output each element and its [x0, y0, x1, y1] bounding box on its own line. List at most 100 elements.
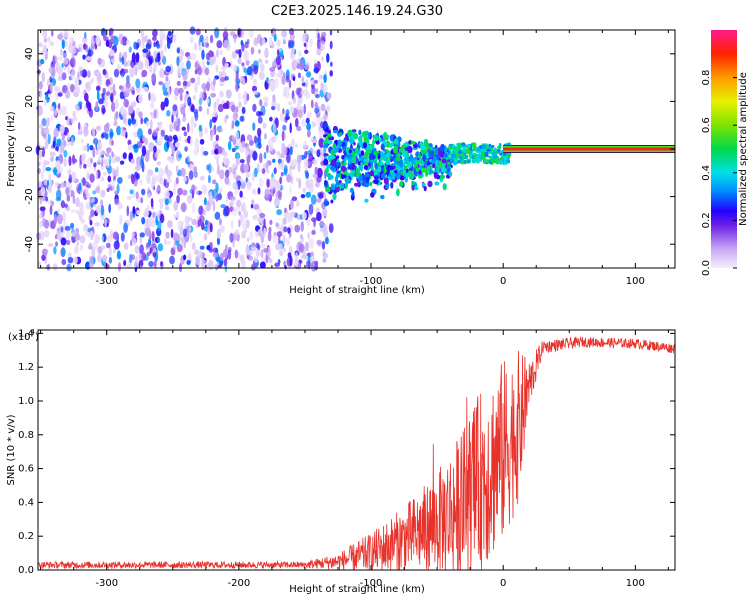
spectrogram-cell [158, 168, 165, 177]
spectrogram-cell [146, 120, 149, 128]
spectrogram-cell [66, 131, 70, 141]
spectrogram-cell [77, 43, 84, 53]
spectrogram-cell [156, 174, 162, 183]
spectrogram-cell [291, 211, 296, 218]
spectrogram-cell [148, 92, 151, 101]
spectrogram-cell [316, 211, 322, 222]
spectrogram-cell [225, 195, 229, 204]
spectrogram-cell [85, 56, 92, 61]
spectrogram-cell [100, 177, 105, 182]
spectrogram-cell [259, 261, 266, 269]
spectrogram-cell [454, 148, 458, 153]
spectrogram-cell [166, 240, 172, 245]
spectrogram-cell [188, 170, 194, 180]
spectrogram-cell [302, 255, 309, 260]
spectrogram-cell [263, 248, 269, 253]
spectrogram-cell [314, 101, 319, 111]
spectrogram-cell [203, 86, 207, 94]
spectrogram-cell [324, 179, 327, 186]
spectrogram-cell [228, 166, 233, 173]
spectrogram-cell [286, 236, 290, 246]
spectrogram-cell [220, 71, 227, 79]
spectrogram-cell [213, 77, 216, 87]
spectrogram-cell [239, 254, 245, 263]
spectrogram-cell [305, 191, 312, 198]
spectrogram-cell [111, 167, 116, 173]
spectrogram-cell [246, 93, 250, 102]
spectrogram-cell [150, 92, 156, 104]
spectrogram-cell [41, 254, 46, 261]
spectrogram-cell [256, 163, 260, 174]
spectrogram-cell [231, 209, 238, 217]
spectrogram-cell [74, 233, 81, 241]
spectrogram-cell [238, 211, 241, 216]
spectrogram-cell [253, 90, 259, 95]
spectrogram-cell [253, 64, 259, 75]
spectrogram-cell [81, 154, 86, 165]
spectrogram-cell [295, 200, 300, 208]
spectrogram-cell [311, 138, 318, 143]
spectrogram-cell [280, 172, 284, 177]
spectrogram-cell [268, 178, 275, 190]
spectrogram-cell [293, 58, 298, 68]
spectrogram-cell [243, 210, 249, 219]
spectrogram-cell [50, 114, 54, 123]
spectrogram-cell [91, 35, 95, 47]
spectrogram-cell [48, 243, 54, 248]
spectrogram-cell [173, 34, 177, 43]
spectrogram-cell [267, 231, 272, 242]
spectrogram-cell [182, 70, 188, 81]
spectrogram-cell [448, 143, 454, 147]
spectrogram-cell [117, 202, 123, 210]
spectrogram-cell [128, 46, 132, 53]
x-tick-label: -200 [228, 578, 251, 589]
spectrogram-cell [134, 245, 140, 254]
spectrogram-cell [146, 192, 151, 199]
spectrogram-cell [249, 230, 254, 241]
spectrogram-cell [472, 160, 477, 163]
spectrogram-cell [142, 36, 147, 42]
spectrogram-cell [434, 181, 440, 186]
colorbar: 0.0 0.2 0.4 0.6 0.8 Normalized spectral ampl… [701, 30, 749, 276]
spectrogram-cell [380, 151, 385, 158]
spectrogram-cell [302, 187, 307, 194]
spectrogram-cell [159, 68, 165, 79]
spectrogram-cell [319, 227, 326, 233]
spectrogram-cell [282, 217, 287, 225]
spectrogram-cell [179, 93, 183, 102]
spectrogram-cell [103, 171, 107, 176]
spectrogram-cell [164, 198, 169, 206]
spectrogram-cell [39, 206, 46, 212]
spectrogram-cell [311, 230, 316, 235]
spectrogram-cell [363, 158, 369, 163]
spectrogram-cell [160, 49, 164, 60]
spectrogram-cell [285, 109, 290, 117]
spectrogram-cell [82, 177, 86, 187]
spectrogram-cell [329, 70, 334, 77]
spectrogram-cell [255, 242, 260, 249]
spectrogram-cell [289, 169, 293, 177]
spectrogram-cell [175, 240, 180, 246]
spectrogram-cell [182, 228, 187, 237]
spectrogram-cell [274, 77, 279, 89]
spectrogram-cell [261, 168, 266, 175]
spectrogram-cell [127, 118, 132, 126]
spectrogram-cell [284, 207, 287, 213]
spectrogram-cell [240, 40, 244, 46]
spectrogram-cell [150, 179, 156, 190]
spectrogram-cell [102, 254, 107, 262]
spectrogram-cell [38, 42, 43, 48]
spectrogram-cell [316, 39, 321, 50]
spectrogram-cell [258, 71, 265, 81]
spectrogram-y-label: Frequency (Hz) [6, 111, 17, 187]
spectrogram-cell [249, 139, 254, 146]
spectrogram-cell [262, 122, 267, 129]
spectrogram-cell [263, 227, 267, 238]
spectrogram-cell [133, 41, 138, 50]
spectrogram-cell [190, 235, 193, 243]
spectrogram-cell [433, 171, 438, 179]
y-tick-label: 1.0 [18, 396, 34, 407]
spectrogram-cell [60, 200, 66, 209]
spectrogram-cell [296, 213, 301, 221]
spectrogram-cell [77, 101, 83, 106]
